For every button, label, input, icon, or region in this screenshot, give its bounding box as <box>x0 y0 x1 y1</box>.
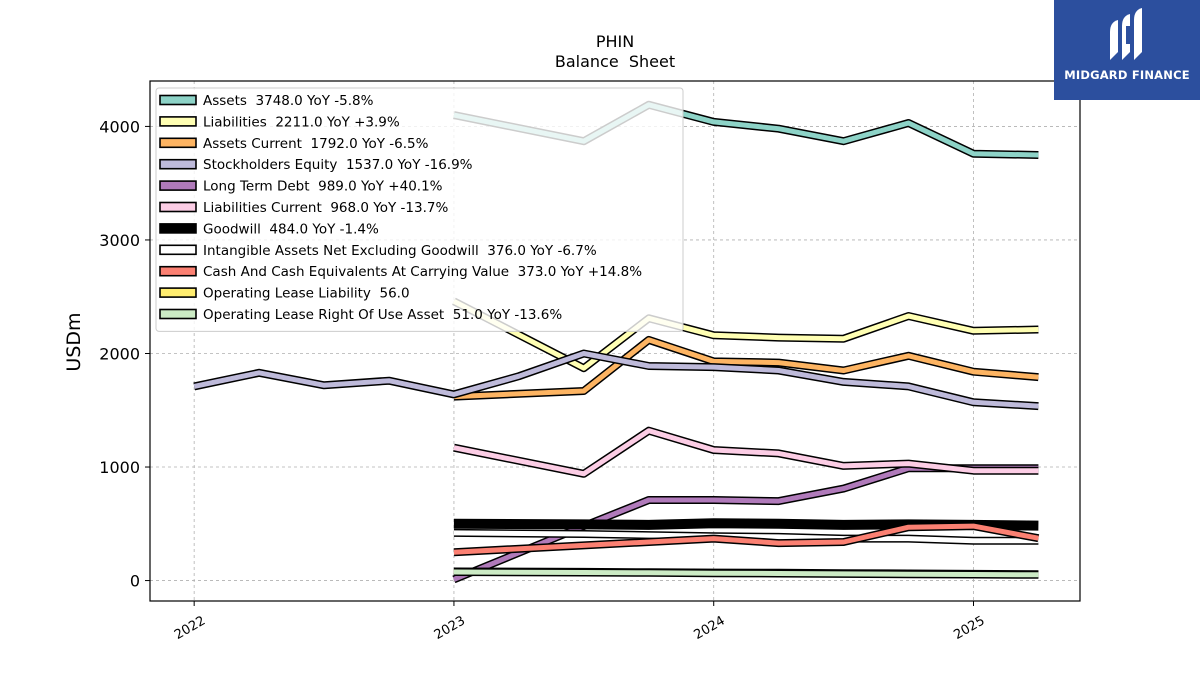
legend-swatch <box>159 180 197 191</box>
x-tick-label: 2023 <box>432 613 468 643</box>
legend-label: Liabilities Current 968.0 YoY -13.7% <box>203 200 448 216</box>
legend-item: Liabilities Current 968.0 YoY -13.7% <box>159 200 448 216</box>
series-line <box>453 428 1039 477</box>
plot-frame <box>149 80 1081 602</box>
legend-item: Stockholders Equity 1537.0 YoY -16.9% <box>159 157 473 173</box>
legend-swatch <box>159 223 197 234</box>
legend-label: Assets 3748.0 YoY -5.8% <box>203 93 374 109</box>
legend-swatch <box>159 94 197 106</box>
y-tick-label: 0 <box>130 572 140 591</box>
series-line <box>453 569 1039 578</box>
legend-swatch <box>159 116 197 127</box>
series-liabilities <box>452 297 1039 373</box>
legend-label: Long Term Debt 989.0 YoY +40.1% <box>203 179 443 195</box>
x-tick-label: 2024 <box>692 613 728 643</box>
series-line <box>193 351 1039 409</box>
x-tick-label: 2025 <box>951 613 987 643</box>
legend-item: Long Term Debt 989.0 YoY +40.1% <box>159 179 443 195</box>
y-tick-label: 2000 <box>99 344 140 363</box>
legend-item: Cash And Cash Equivalents At Carrying Va… <box>159 264 642 280</box>
legend-label: Assets Current 1792.0 YoY -6.5% <box>203 136 429 152</box>
y-tick-label: 3000 <box>99 231 140 250</box>
legend-label: Liabilities 2211.0 YoY +3.9% <box>203 114 400 130</box>
legend-item: Operating Lease Right Of Use Asset 51.0 … <box>159 307 562 323</box>
series-line <box>452 299 1039 371</box>
legend-label: Cash And Cash Equivalents At Carrying Va… <box>203 264 642 280</box>
y-tick-label: 4000 <box>99 117 140 136</box>
legend-swatch <box>159 265 197 277</box>
brand-mark-icon <box>1110 8 1142 60</box>
series-intangible-assets-net-excluding-goodwill <box>453 528 1039 545</box>
series-lines <box>193 100 1040 584</box>
legend-label: Goodwill 484.0 YoY -1.4% <box>203 221 379 237</box>
chart-title: PHIN <box>596 32 634 51</box>
legend-label: Operating Lease Liability 56.0 <box>203 286 410 302</box>
legend-swatch <box>159 137 197 149</box>
legend-swatch <box>159 308 197 320</box>
legend-box <box>155 87 684 332</box>
brand-logo: MIDGARD FINANCE <box>1054 0 1200 100</box>
legend-label: Stockholders Equity 1537.0 YoY -16.9% <box>203 157 473 173</box>
legend-label: Intangible Assets Net Excluding Goodwill… <box>203 243 597 259</box>
y-axis-label: USDm <box>63 312 85 371</box>
legend-item: Assets 3748.0 YoY -5.8% <box>159 93 374 109</box>
brand-name: MIDGARD FINANCE <box>1064 68 1190 82</box>
legend: Assets 3748.0 YoY -5.8% Liabilities 2211.… <box>155 87 684 332</box>
series-line <box>453 337 1039 400</box>
legend-swatch <box>159 201 197 213</box>
series-line <box>453 530 1039 544</box>
legend-swatch <box>159 244 197 256</box>
legend-swatch <box>159 158 197 170</box>
legend-label: Operating Lease Right Of Use Asset 51.0 … <box>203 307 562 323</box>
legend-swatch <box>159 287 197 298</box>
legend-item: Operating Lease Liability 56.0 <box>159 286 410 302</box>
y-tick-label: 1000 <box>99 458 140 477</box>
x-tick-label: 2022 <box>172 613 208 643</box>
legend-item: Intangible Assets Net Excluding Goodwill… <box>159 243 597 259</box>
legend-item: Assets Current 1792.0 YoY -6.5% <box>159 136 429 152</box>
legend-item: Goodwill 484.0 YoY -1.4% <box>159 221 379 237</box>
series-assets-current <box>453 335 1039 401</box>
series-line <box>453 523 1039 555</box>
chart-subtitle: Balance Sheet <box>555 52 675 71</box>
series-stockholders-equity <box>193 349 1039 411</box>
series-cash-and-cash-equivalents-at-carrying-value <box>453 522 1040 557</box>
legend-item: Liabilities 2211.0 YoY +3.9% <box>159 114 400 130</box>
series-liabilities-current <box>453 426 1039 478</box>
series-operating-lease-right-of-use-asset <box>453 568 1039 579</box>
